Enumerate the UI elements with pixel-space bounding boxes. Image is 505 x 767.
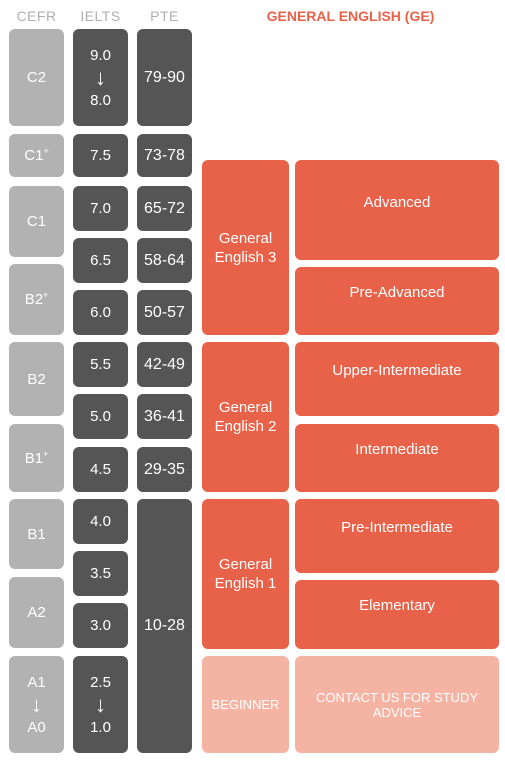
ielts-score: 5.0 [90,408,111,425]
course-name-line1: General [218,399,273,416]
cefr-label-top: A1 [27,673,46,691]
cefr-a2: A2 [9,577,64,648]
cefr-c2: C2 [9,29,64,126]
ielts-score: 3.5 [90,565,111,582]
ielts-5-0: 5.0 [73,394,128,439]
cefr-a1-a0: A1 ↓ A0 [9,656,64,753]
ielts-7-5: 7.5 [73,134,128,177]
ielts-4-0: 4.0 [73,499,128,544]
cefr-label: B2 [27,370,46,388]
cefr-c1-plus: C1+ [9,134,64,177]
pte-29-35: 29-35 [137,447,192,492]
ielts-4-5: 4.5 [73,447,128,492]
cefr-label: C1 [26,213,47,230]
level-label: Elementary [359,597,435,614]
pte-58-64: 58-64 [137,238,192,283]
level-upper-intermediate: Upper-Intermediate [295,342,499,416]
cefr-label: C1+ [24,146,49,165]
cefr-label: C2 [26,69,47,86]
cefr-b1: B1 [9,499,64,569]
ielts-3-5: 3.5 [73,551,128,596]
ielts-score-top: 9.0 [90,46,111,64]
general-english-1: General English 1 [202,499,289,649]
ielts-score: 6.0 [90,304,111,321]
course-name-line2: English 3 [214,248,277,266]
cefr-b1-plus: B1+ [9,424,64,492]
level-elementary: Elementary [295,580,499,649]
ielts-3-0: 3.0 [73,603,128,648]
pte-36-41: 36-41 [137,394,192,439]
ielts-score: 4.5 [90,461,111,478]
cefr-label-bottom: A0 [27,718,46,736]
header-ielts: IELTS [80,8,121,24]
general-english-2: General English 2 [202,342,289,492]
cefr-label: B1+ [24,448,49,467]
course-name: BEGINNER [211,697,280,712]
pte-10-28: 10-28 [137,499,192,753]
header-pte: PTE [150,8,179,24]
pte-79-90: 79-90 [137,29,192,126]
general-english-3: General English 3 [202,160,289,335]
ielts-5-5: 5.5 [73,342,128,387]
header-general-english: GENERAL ENGLISH (GE) [266,8,435,24]
ielts-score-top: 2.5 [90,673,111,691]
course-name-line1: General [218,556,273,573]
course-name-line2: English 2 [214,418,277,435]
ielts-score: 3.0 [90,617,111,634]
pte-range: 50-57 [144,303,185,321]
level-label: Intermediate [355,440,439,458]
pte-range: 58-64 [144,251,185,269]
level-label: Advanced [363,193,431,211]
cefr-label: B2+ [24,290,49,309]
level-advanced: Advanced [295,160,499,260]
beginner-course: BEGINNER [202,656,289,753]
level-label: Pre-Advanced [349,283,445,301]
pte-50-57: 50-57 [137,290,192,335]
ielts-6-5: 6.5 [73,238,128,283]
level-pre-advanced: Pre-Advanced [295,267,499,335]
pte-range: 73-78 [144,146,185,164]
pte-73-78: 73-78 [137,134,192,177]
pte-range: 36-41 [144,407,185,425]
ielts-score: 7.0 [90,200,111,217]
arrow-down-icon: ↓ [31,691,42,717]
ielts-6-0: 6.0 [73,290,128,335]
cefr-b2-plus: B2+ [9,264,64,335]
cefr-c1: C1 [9,186,64,257]
cefr-b2: B2 [9,342,64,416]
arrow-down-icon: ↓ [95,64,106,90]
level-label: Upper-Intermediate [332,361,462,379]
ielts-7-0: 7.0 [73,186,128,231]
course-name-line2: English 1 [214,575,277,592]
header-cefr: CEFR [16,8,57,24]
contact-label: CONTACT US FOR STUDY ADVICE [315,689,479,720]
ielts-score: 5.5 [90,356,111,373]
level-intermediate: Intermediate [295,424,499,492]
cefr-label: A2 [27,604,46,621]
course-name-line1: General [218,229,273,247]
ielts-score-bottom: 8.0 [90,91,111,109]
arrow-down-icon: ↓ [95,691,106,717]
level-pre-intermediate: Pre-Intermediate [295,499,499,573]
level-label: Pre-Intermediate [341,518,453,536]
ielts-score: 4.0 [90,513,111,530]
ielts-score: 7.5 [90,147,111,164]
pte-range: 42-49 [144,355,185,373]
ielts-9-to-8: 9.0 ↓ 8.0 [73,29,128,126]
cefr-label: B1 [27,525,46,543]
pte-range: 10-28 [144,617,185,634]
ielts-score: 6.5 [90,252,111,269]
pte-range: 79-90 [144,68,185,86]
ielts-2-5-to-1-0: 2.5 ↓ 1.0 [73,656,128,753]
pte-42-49: 42-49 [137,342,192,387]
ielts-score-bottom: 1.0 [90,718,111,736]
pte-65-72: 65-72 [137,186,192,231]
pte-range: 65-72 [144,199,185,217]
contact-us-study-advice[interactable]: CONTACT US FOR STUDY ADVICE [295,656,499,753]
pte-range: 29-35 [144,460,185,478]
